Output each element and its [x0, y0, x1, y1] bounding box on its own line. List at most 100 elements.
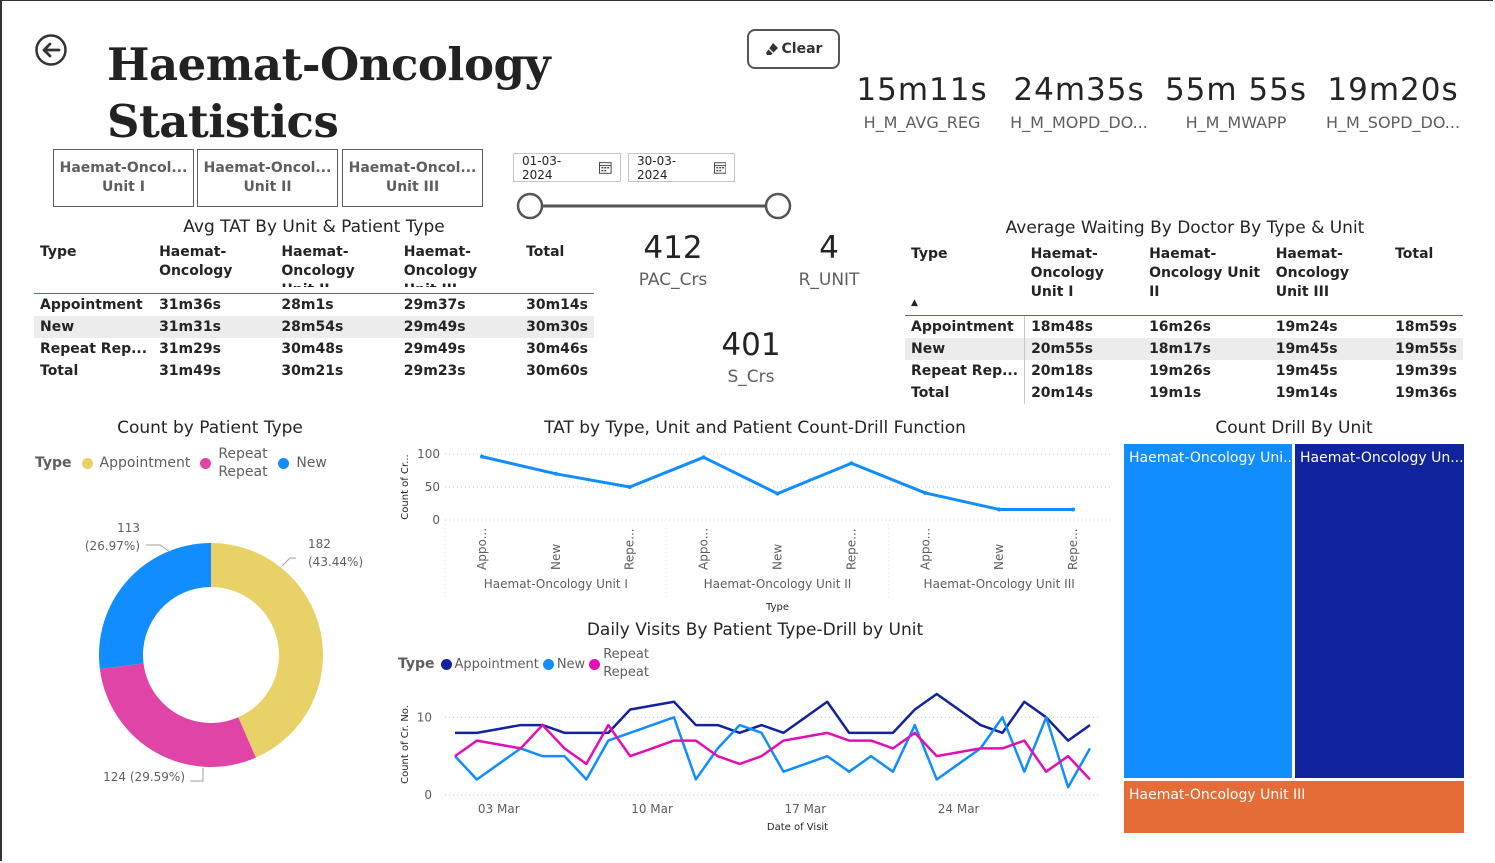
column-header[interactable]: Type ▲: [905, 243, 1025, 316]
tat-series-line[interactable]: [481, 455, 1074, 511]
column-header[interactable]: Haemat-Oncology Unit III: [397, 241, 521, 294]
column-header[interactable]: Haemat-Oncology Unit II: [275, 241, 398, 294]
treemap-cell-unit-3[interactable]: Haemat-Oncology Unit III: [1124, 779, 1464, 833]
tat-line-title: TAT by Type, Unit and Patient Count-Dril…: [544, 418, 966, 438]
y-axis-title: Count of Cr...: [400, 454, 411, 519]
card-r-unit: 4 R_UNIT: [768, 230, 890, 290]
tat-data-point[interactable]: [923, 490, 928, 495]
tat-data-point[interactable]: [479, 454, 484, 459]
treemap-title: Count Drill By Unit: [1215, 418, 1373, 438]
unit-slicer-unit-1[interactable]: Haemat-Oncol... Unit I: [53, 149, 194, 207]
donut-chart[interactable]: 182 (43.44%) 124 (29.59%) 113 (26.97%): [20, 500, 400, 820]
tat-data-point[interactable]: [775, 491, 780, 496]
start-date-value: 01-03-2024: [522, 153, 562, 182]
wait-table-title: Average Waiting By Doctor By Type & Unit: [1005, 218, 1365, 238]
clear-filters-button[interactable]: Clear: [747, 29, 840, 69]
back-arrow-icon[interactable]: [35, 34, 67, 66]
column-header[interactable]: Haemat-Oncology Unit III: [1269, 243, 1390, 316]
kpi-value: 15m11s: [856, 72, 988, 108]
card-label: S_Crs: [727, 367, 775, 387]
legend-title: Type: [35, 455, 72, 471]
tat-data-point[interactable]: [849, 461, 854, 466]
daily-visits-chart[interactable]: 0 10 Count of Cr. No. 03 Mar 10 Mar 17 Mar 24 …: [390, 680, 1120, 840]
slicer-item-line1: Haemat-Oncol...: [348, 160, 477, 176]
column-header[interactable]: Haemat-Oncology Unit II: [1143, 243, 1270, 316]
eraser-icon: [765, 43, 778, 55]
daily-legend: Type Appointment New Repeat Repeat: [398, 646, 649, 682]
tat-data-point[interactable]: [997, 507, 1002, 512]
x-tick-label: Repe...: [844, 528, 858, 570]
donut-data-label: 124 (29.59%): [103, 770, 185, 784]
kpi-value: 19m20s: [1327, 72, 1459, 108]
tat-data-point[interactable]: [701, 455, 706, 460]
tat-data-point[interactable]: [553, 471, 558, 476]
legend-item-new[interactable]: New: [556, 656, 586, 672]
legend-swatch: [589, 658, 601, 670]
y-axis-title: Count of Cr. No.: [400, 705, 411, 784]
page-title: Haemat-Oncology Statistics: [107, 38, 551, 148]
tat-data-point[interactable]: [1071, 507, 1076, 512]
table-row[interactable]: Repeat Rep... 20m18s 19m26s 19m45s 19m39s: [905, 360, 1463, 382]
tat-line-chart[interactable]: 0 50 100 Count of Cr... Appo... New Repe... App…: [390, 440, 1120, 620]
value-cell: 20m14s: [1031, 385, 1093, 401]
x-tick-label: Appo...: [918, 528, 932, 570]
x-tick-label: Repe...: [623, 528, 637, 570]
donut-data-label: 182: [308, 537, 331, 551]
table-row[interactable]: Total 20m14s 19m1s 19m14s 19m36s: [905, 382, 1463, 404]
legend-item-appointment[interactable]: Appointment: [99, 455, 191, 471]
tat-data-point[interactable]: [627, 485, 632, 489]
row-header-cell: Repeat Rep...: [40, 341, 148, 357]
daily-series-line-2[interactable]: [454, 723, 1091, 781]
column-header[interactable]: Type: [34, 241, 154, 294]
column-header[interactable]: Haemat-Oncology Unit I: [153, 241, 276, 294]
donut-slice-2[interactable]: [99, 543, 211, 669]
donut-slice-0[interactable]: [211, 543, 324, 758]
table-row[interactable]: Repeat Rep... 31m29s 30m48s 29m49s 30m46s: [34, 338, 594, 360]
column-header[interactable]: Haemat-Oncology Unit I: [1024, 243, 1144, 316]
legend-item-repeat[interactable]: Repeat Repeat: [218, 446, 268, 480]
start-date-input[interactable]: 01-03-2024: [513, 153, 621, 182]
column-header[interactable]: Total: [1389, 243, 1463, 316]
slider-end-handle[interactable]: [764, 192, 792, 220]
clear-button-label: Clear: [781, 41, 823, 57]
x-tick-label: New: [549, 544, 563, 570]
legend-item-new[interactable]: New: [296, 455, 327, 471]
legend-item-appointment[interactable]: Appointment: [454, 656, 539, 672]
x-tick-label: New: [771, 544, 785, 570]
value-cell: 19m45s: [1275, 363, 1338, 379]
value-cell: 30m21s: [281, 363, 344, 379]
x-tick-label: 24 Mar: [938, 802, 980, 816]
daily-series-line-0[interactable]: [455, 692, 1091, 742]
value-cell: 18m59s: [1395, 319, 1457, 335]
table-row[interactable]: Appointment 18m48s 16m26s 19m24s 18m59s: [905, 315, 1463, 338]
donut-slice-1[interactable]: [99, 663, 256, 767]
kpi-label: H_M_AVG_REG: [863, 113, 981, 132]
calendar-icon[interactable]: [713, 161, 726, 174]
kpi-label: H_M_MWAPP: [1185, 113, 1287, 132]
treemap-cell-unit-1[interactable]: Haemat-Oncology Uni...: [1124, 444, 1294, 778]
sort-ascending-icon[interactable]: ▲: [911, 298, 918, 308]
daily-series-line-1[interactable]: [454, 716, 1092, 789]
table-row[interactable]: New 20m55s 18m17s 19m45s 19m55s: [905, 338, 1463, 360]
slider-start-handle[interactable]: [516, 192, 544, 220]
end-date-input[interactable]: 30-03-2024: [628, 153, 735, 182]
calendar-icon[interactable]: [599, 161, 612, 174]
legend-title: Type: [398, 656, 435, 672]
table-row[interactable]: New 31m31s 28m54s 29m49s 30m30s: [34, 316, 594, 338]
card-value: 412: [643, 230, 703, 266]
x-tick-label: New: [992, 544, 1006, 570]
column-header[interactable]: Total: [520, 241, 594, 294]
treemap-cell-unit-2[interactable]: Haemat-Oncology Un...: [1295, 444, 1464, 778]
x-group-label: Haemat-Oncology Unit I: [484, 577, 628, 591]
value-cell: 30m30s: [520, 316, 594, 338]
table-row[interactable]: Total 31m49s 30m21s 29m23s 30m60s: [34, 360, 594, 382]
table-row[interactable]: Appointment 31m36s 28m1s 29m37s 30m14s: [34, 294, 594, 317]
value-cell: 19m55s: [1389, 338, 1463, 360]
x-tick-label: 03 Mar: [478, 802, 520, 816]
unit-slicer-unit-2[interactable]: Haemat-Oncol... Unit II: [197, 149, 338, 207]
donut-legend: Type Appointment Repeat Repeat New: [35, 445, 327, 481]
date-range-slider[interactable]: [512, 190, 797, 222]
legend-item-repeat[interactable]: Repeat Repeat: [603, 647, 649, 680]
unit-slicer-unit-3[interactable]: Haemat-Oncol... Unit III: [342, 149, 483, 207]
